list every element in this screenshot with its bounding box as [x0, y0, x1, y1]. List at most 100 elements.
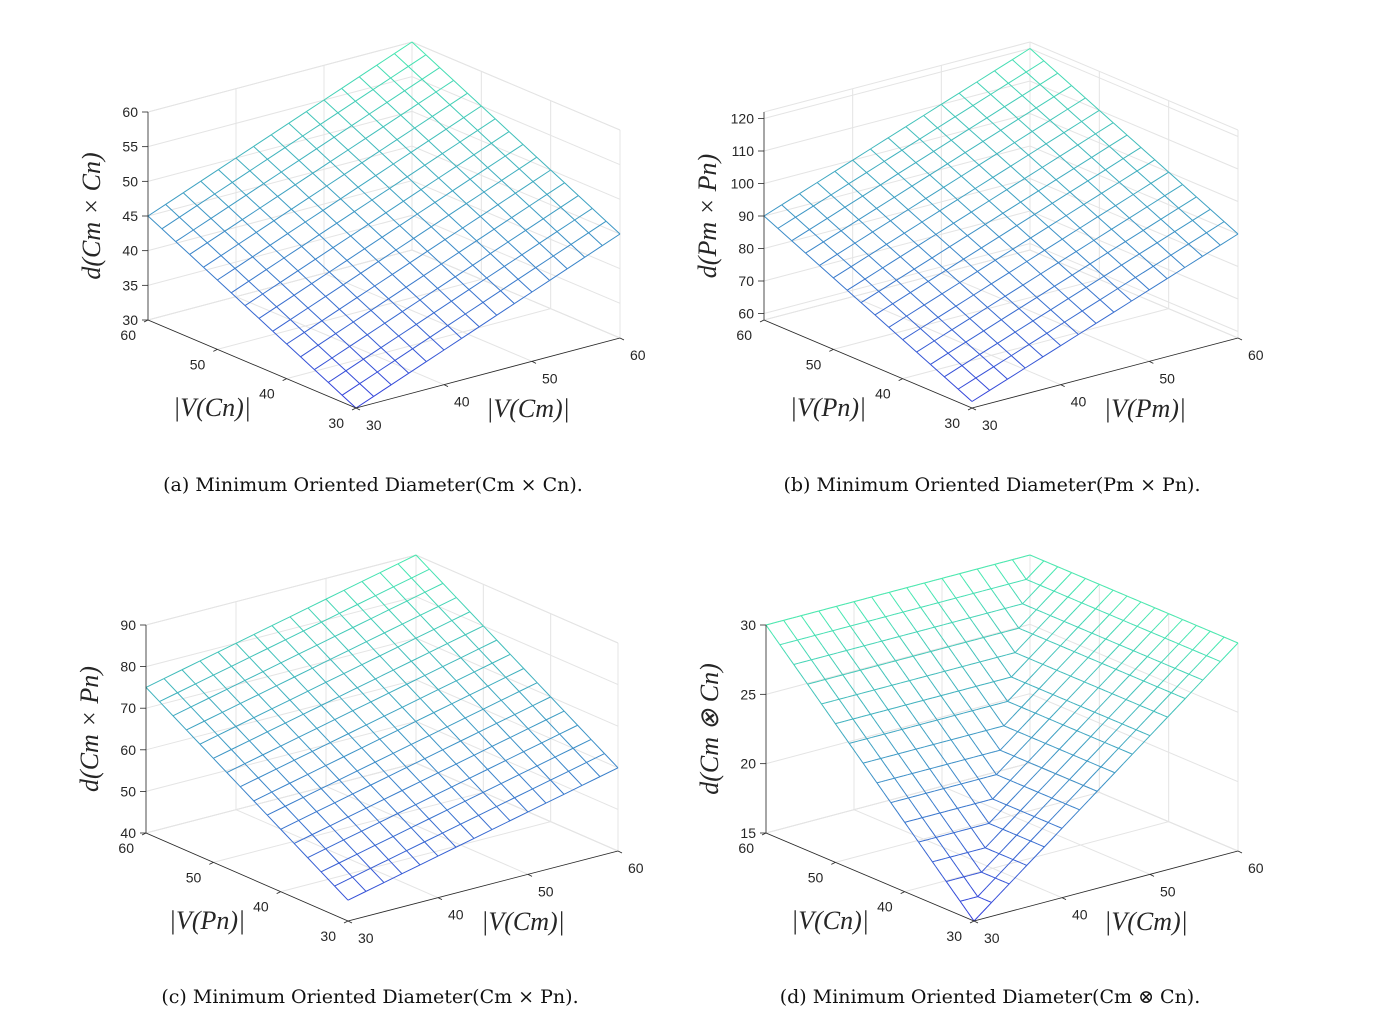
mesh-line: [869, 772, 874, 779]
mesh-line: [1046, 639, 1051, 642]
mesh-line: [343, 581, 363, 591]
mesh-line: [1105, 690, 1109, 693]
mesh-line: [359, 371, 378, 385]
mesh-line: [1036, 624, 1042, 630]
mesh-line: [955, 596, 961, 599]
mesh-line: [508, 131, 524, 145]
mesh-line: [336, 211, 355, 224]
mesh-line: [982, 612, 988, 615]
mesh-line: [361, 150, 380, 164]
mesh-line: [1199, 652, 1204, 655]
mesh-line: [404, 78, 423, 92]
mesh-line: [965, 341, 981, 355]
mesh-line: [217, 734, 232, 750]
mesh-line: [880, 184, 895, 198]
mesh-line: [1023, 638, 1029, 644]
mesh-line: [1051, 823, 1056, 826]
mesh-line: [974, 638, 980, 641]
mesh-line: [974, 176, 994, 189]
mesh-line: [991, 750, 996, 754]
mesh-line: [1042, 663, 1047, 667]
mesh-line: [870, 626, 876, 632]
mesh-line: [1070, 671, 1076, 677]
mesh-line: [1034, 708, 1041, 714]
mesh-line: [898, 724, 903, 730]
mesh-line: [1098, 609, 1103, 613]
mesh-line: [1044, 841, 1050, 848]
mesh-line: [1160, 207, 1179, 220]
mesh-line: [911, 831, 916, 838]
mesh-line: [905, 646, 911, 652]
mesh-line: [1075, 686, 1081, 692]
mesh-line: [374, 761, 390, 777]
mesh-line: [396, 139, 412, 153]
mesh-line: [437, 772, 452, 788]
mesh-line: [1038, 740, 1043, 743]
mesh-line: [1028, 709, 1033, 713]
mesh-line: [285, 713, 304, 724]
mesh-line: [280, 819, 299, 830]
mesh-line: [1033, 668, 1039, 674]
mesh-line: [845, 602, 850, 605]
mesh-line: [1095, 634, 1099, 637]
mesh-line: [503, 254, 523, 267]
mesh-line: [863, 620, 868, 624]
mesh-line: [347, 816, 362, 832]
mesh-line: [1125, 229, 1144, 242]
mesh-line: [1012, 237, 1031, 250]
mesh-line: [370, 310, 386, 324]
mesh-line: [172, 715, 187, 731]
mesh-line: [860, 668, 865, 671]
mesh-line: [906, 749, 912, 752]
mesh-line: [1016, 830, 1022, 836]
mesh-line: [1079, 804, 1085, 811]
mesh-line: [941, 857, 946, 860]
mesh-line: [1018, 308, 1034, 322]
mesh-line: [496, 797, 515, 808]
mesh-line: [1130, 709, 1136, 716]
mesh-line: [298, 644, 318, 655]
mesh-line: [311, 825, 331, 836]
y-gridline: [355, 130, 621, 409]
mesh-line: [1025, 604, 1030, 608]
z-gridline: [763, 47, 1239, 137]
mesh-line: [349, 346, 364, 360]
mesh-line: [1053, 96, 1069, 110]
mesh-line: [1090, 736, 1095, 739]
mesh-line: [1022, 629, 1026, 632]
mesh-line: [921, 210, 940, 223]
mesh-line: [382, 114, 402, 128]
mesh-line: [1017, 726, 1023, 733]
mesh-line: [891, 684, 896, 691]
mesh-line: [1104, 737, 1110, 743]
mesh-line: [973, 294, 988, 308]
mesh-line: [1133, 624, 1138, 627]
mesh-line: [879, 787, 885, 794]
mesh-line: [910, 292, 925, 306]
mesh-line: [1060, 593, 1065, 596]
mesh-line: [536, 756, 556, 767]
mesh-line: [1141, 616, 1147, 623]
surface-mesh: [147, 41, 621, 409]
mesh-line: [348, 650, 363, 666]
mesh-line: [983, 635, 989, 639]
mesh-line: [1180, 698, 1186, 704]
mesh-line: [189, 242, 208, 255]
mesh-line: [1048, 215, 1067, 228]
mesh-line: [325, 682, 340, 697]
mesh-line: [437, 276, 456, 289]
mesh-line: [838, 698, 843, 705]
mesh-line: [216, 279, 232, 294]
mesh-line: [950, 739, 955, 746]
mesh-line: [969, 646, 974, 653]
mesh-line: [1152, 254, 1172, 267]
mesh-line: [940, 694, 946, 697]
mesh-line: [1017, 757, 1022, 760]
mesh-line: [397, 637, 417, 648]
mesh-line: [1031, 762, 1035, 766]
mesh-line: [371, 199, 387, 214]
mesh-line: [1066, 700, 1071, 703]
mesh-line: [925, 763, 931, 770]
mesh-line: [1176, 702, 1182, 709]
